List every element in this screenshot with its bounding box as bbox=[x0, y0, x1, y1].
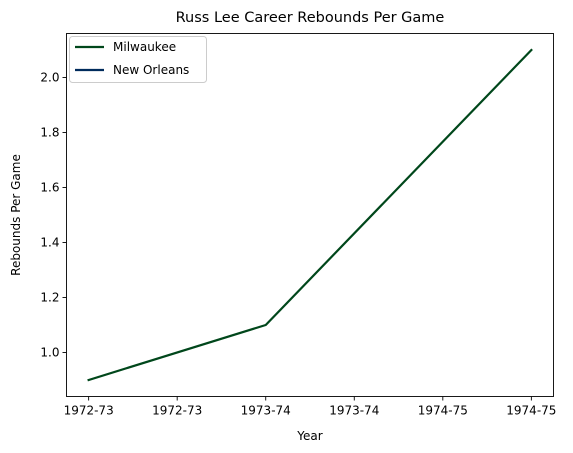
x-tick-label: 1972-73 bbox=[64, 404, 114, 418]
chart-title: Russ Lee Career Rebounds Per Game bbox=[176, 10, 445, 26]
y-tick-label: 2.0 bbox=[40, 71, 59, 85]
x-tick-label: 1972-73 bbox=[152, 404, 202, 418]
y-tick-label: 1.8 bbox=[40, 126, 59, 140]
legend: Milwaukee New Orleans bbox=[69, 36, 207, 83]
y-tick-label: 1.4 bbox=[40, 236, 59, 250]
y-tick-label: 1.2 bbox=[40, 291, 59, 305]
plot-area: 1972-73 1972-73 1973-74 1973-74 1974-75 1974-… bbox=[40, 48, 556, 418]
x-tick-label: 1974-75 bbox=[506, 404, 556, 418]
legend-label-milwaukee: Milwaukee bbox=[113, 40, 176, 54]
y-axis-label: Rebounds Per Game bbox=[9, 154, 23, 276]
x-tick-label: 1973-74 bbox=[241, 404, 291, 418]
series-line-milwaukee bbox=[87, 48, 533, 382]
y-tick-label: 1.0 bbox=[40, 346, 59, 360]
x-axis-label: Year bbox=[296, 429, 322, 443]
x-tick-label: 1973-74 bbox=[329, 404, 379, 418]
legend-label-new-orleans: New Orleans bbox=[113, 63, 189, 77]
x-tick-label: 1974-75 bbox=[418, 404, 468, 418]
plot-frame bbox=[66, 33, 554, 397]
y-tick-label: 1.6 bbox=[40, 181, 59, 195]
